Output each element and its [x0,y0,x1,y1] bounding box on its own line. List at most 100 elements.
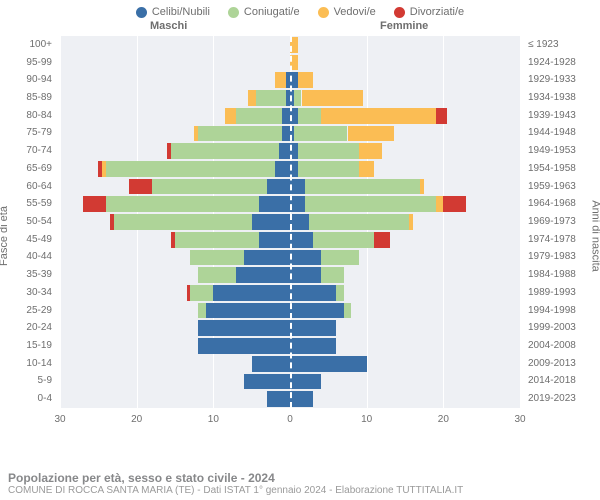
bar-seg-male [252,214,290,230]
birth-year-label: 1924-1928 [528,58,576,68]
bar-seg-female [290,232,313,248]
bar-seg-male [259,232,290,248]
legend-item: Coniugati/e [228,6,300,18]
bar-seg-female [290,285,336,301]
header-male: Maschi [150,20,187,32]
birth-year-label: 1939-1943 [528,111,576,121]
y-labels-birth: ≤ 1923 1924-1928 1929-1933 1934-1938 1939-19… [524,36,600,408]
center-line [290,36,292,408]
bar-seg-male [190,250,244,266]
bar-seg-male [256,90,287,106]
bar-seg-male [198,338,290,354]
bar-seg-male [110,214,114,230]
birth-year-label: ≤ 1923 [528,40,559,50]
bar-seg-male [267,391,290,407]
column-headers: Maschi Femmine [0,20,600,36]
age-label: 55-59 [26,199,52,209]
bar-seg-male [244,374,290,390]
x-tick-label: 30 [514,414,525,425]
legend-item: Celibi/Nubili [136,6,210,18]
bar-seg-male [275,161,290,177]
birth-year-label: 2004-2008 [528,341,576,351]
legend-label: Coniugati/e [244,6,300,18]
bar-seg-female [298,72,313,88]
bar-seg-female [290,320,336,336]
birth-year-label: 2019-2023 [528,394,576,404]
age-label: 35-39 [26,270,52,280]
bar-seg-female [321,108,436,124]
x-tick-label: 30 [54,414,65,425]
legend-label: Celibi/Nubili [152,6,210,18]
header-female: Femmine [380,20,428,32]
bar-seg-male [198,303,206,319]
legend-swatch [228,7,239,18]
bar-seg-male [252,356,290,372]
birth-year-label: 1944-1948 [528,128,576,138]
birth-year-label: 1984-1988 [528,270,576,280]
chart-title: Popolazione per età, sesso e stato civil… [8,471,592,485]
bar-seg-female [290,250,321,266]
bar-seg-female [344,303,352,319]
age-label: 30-34 [26,288,52,298]
bar-seg-female [294,90,302,106]
bar-seg-male [114,214,252,230]
bar-seg-female [374,232,389,248]
age-label: 10-14 [26,359,52,369]
bar-seg-male [190,285,213,301]
chart-subtitle: COMUNE DI ROCCA SANTA MARIA (TE) - Dati … [8,485,592,496]
x-tick-label: 0 [287,414,293,425]
legend-label: Vedovi/e [334,6,376,18]
bar-seg-female [290,356,367,372]
chart: Fasce di età Anni di nascita 100+95-9990… [0,36,600,436]
age-label: 100+ [29,40,52,50]
bar-seg-male [282,108,290,124]
bar-seg-male [236,267,290,283]
bar-seg-male [194,126,198,142]
legend-swatch [136,7,147,18]
bar-seg-male [248,90,256,106]
bar-seg-female [290,303,344,319]
bar-seg-female [436,196,444,212]
x-axis: 3020100102030 [60,414,520,430]
birth-year-label: 1949-1953 [528,146,576,156]
bar-seg-female [409,214,413,230]
age-label: 80-84 [26,111,52,121]
bar-seg-male [244,250,290,266]
bar-seg-male [129,179,152,195]
bar-seg-female [298,108,321,124]
bar-seg-female [305,196,435,212]
legend-swatch [318,7,329,18]
bar-seg-female [309,214,409,230]
age-label: 85-89 [26,93,52,103]
birth-year-label: 1934-1938 [528,93,576,103]
bar-seg-female [290,196,305,212]
birth-year-label: 1959-1963 [528,182,576,192]
x-tick-label: 10 [208,414,219,425]
birth-year-label: 1964-1968 [528,199,576,209]
bar-seg-male [171,232,175,248]
legend-label: Divorziati/e [410,6,464,18]
birth-year-label: 1929-1933 [528,75,576,85]
bar-seg-male [106,161,275,177]
birth-year-label: 1974-1978 [528,235,576,245]
bar-seg-female [290,391,313,407]
bar-seg-male [275,72,287,88]
bar-seg-male [282,126,290,142]
birth-year-label: 1999-2003 [528,323,576,333]
x-tick-label: 10 [361,414,372,425]
age-label: 0-4 [38,394,52,404]
age-label: 70-74 [26,146,52,156]
birth-year-label: 1969-1973 [528,217,576,227]
bar-seg-female [359,143,382,159]
bar-seg-male [198,267,236,283]
bar-seg-female [290,338,336,354]
footer: Popolazione per età, sesso e stato civil… [8,471,592,496]
legend: Celibi/Nubili Coniugati/e Vedovi/e Divorzia… [0,0,600,20]
bar-seg-male [171,143,278,159]
age-label: 15-19 [26,341,52,351]
legend-item: Vedovi/e [318,6,376,18]
bar-seg-male [213,285,290,301]
bar-seg-female [336,285,344,301]
bar-seg-female [294,126,348,142]
bar-seg-male [267,179,290,195]
